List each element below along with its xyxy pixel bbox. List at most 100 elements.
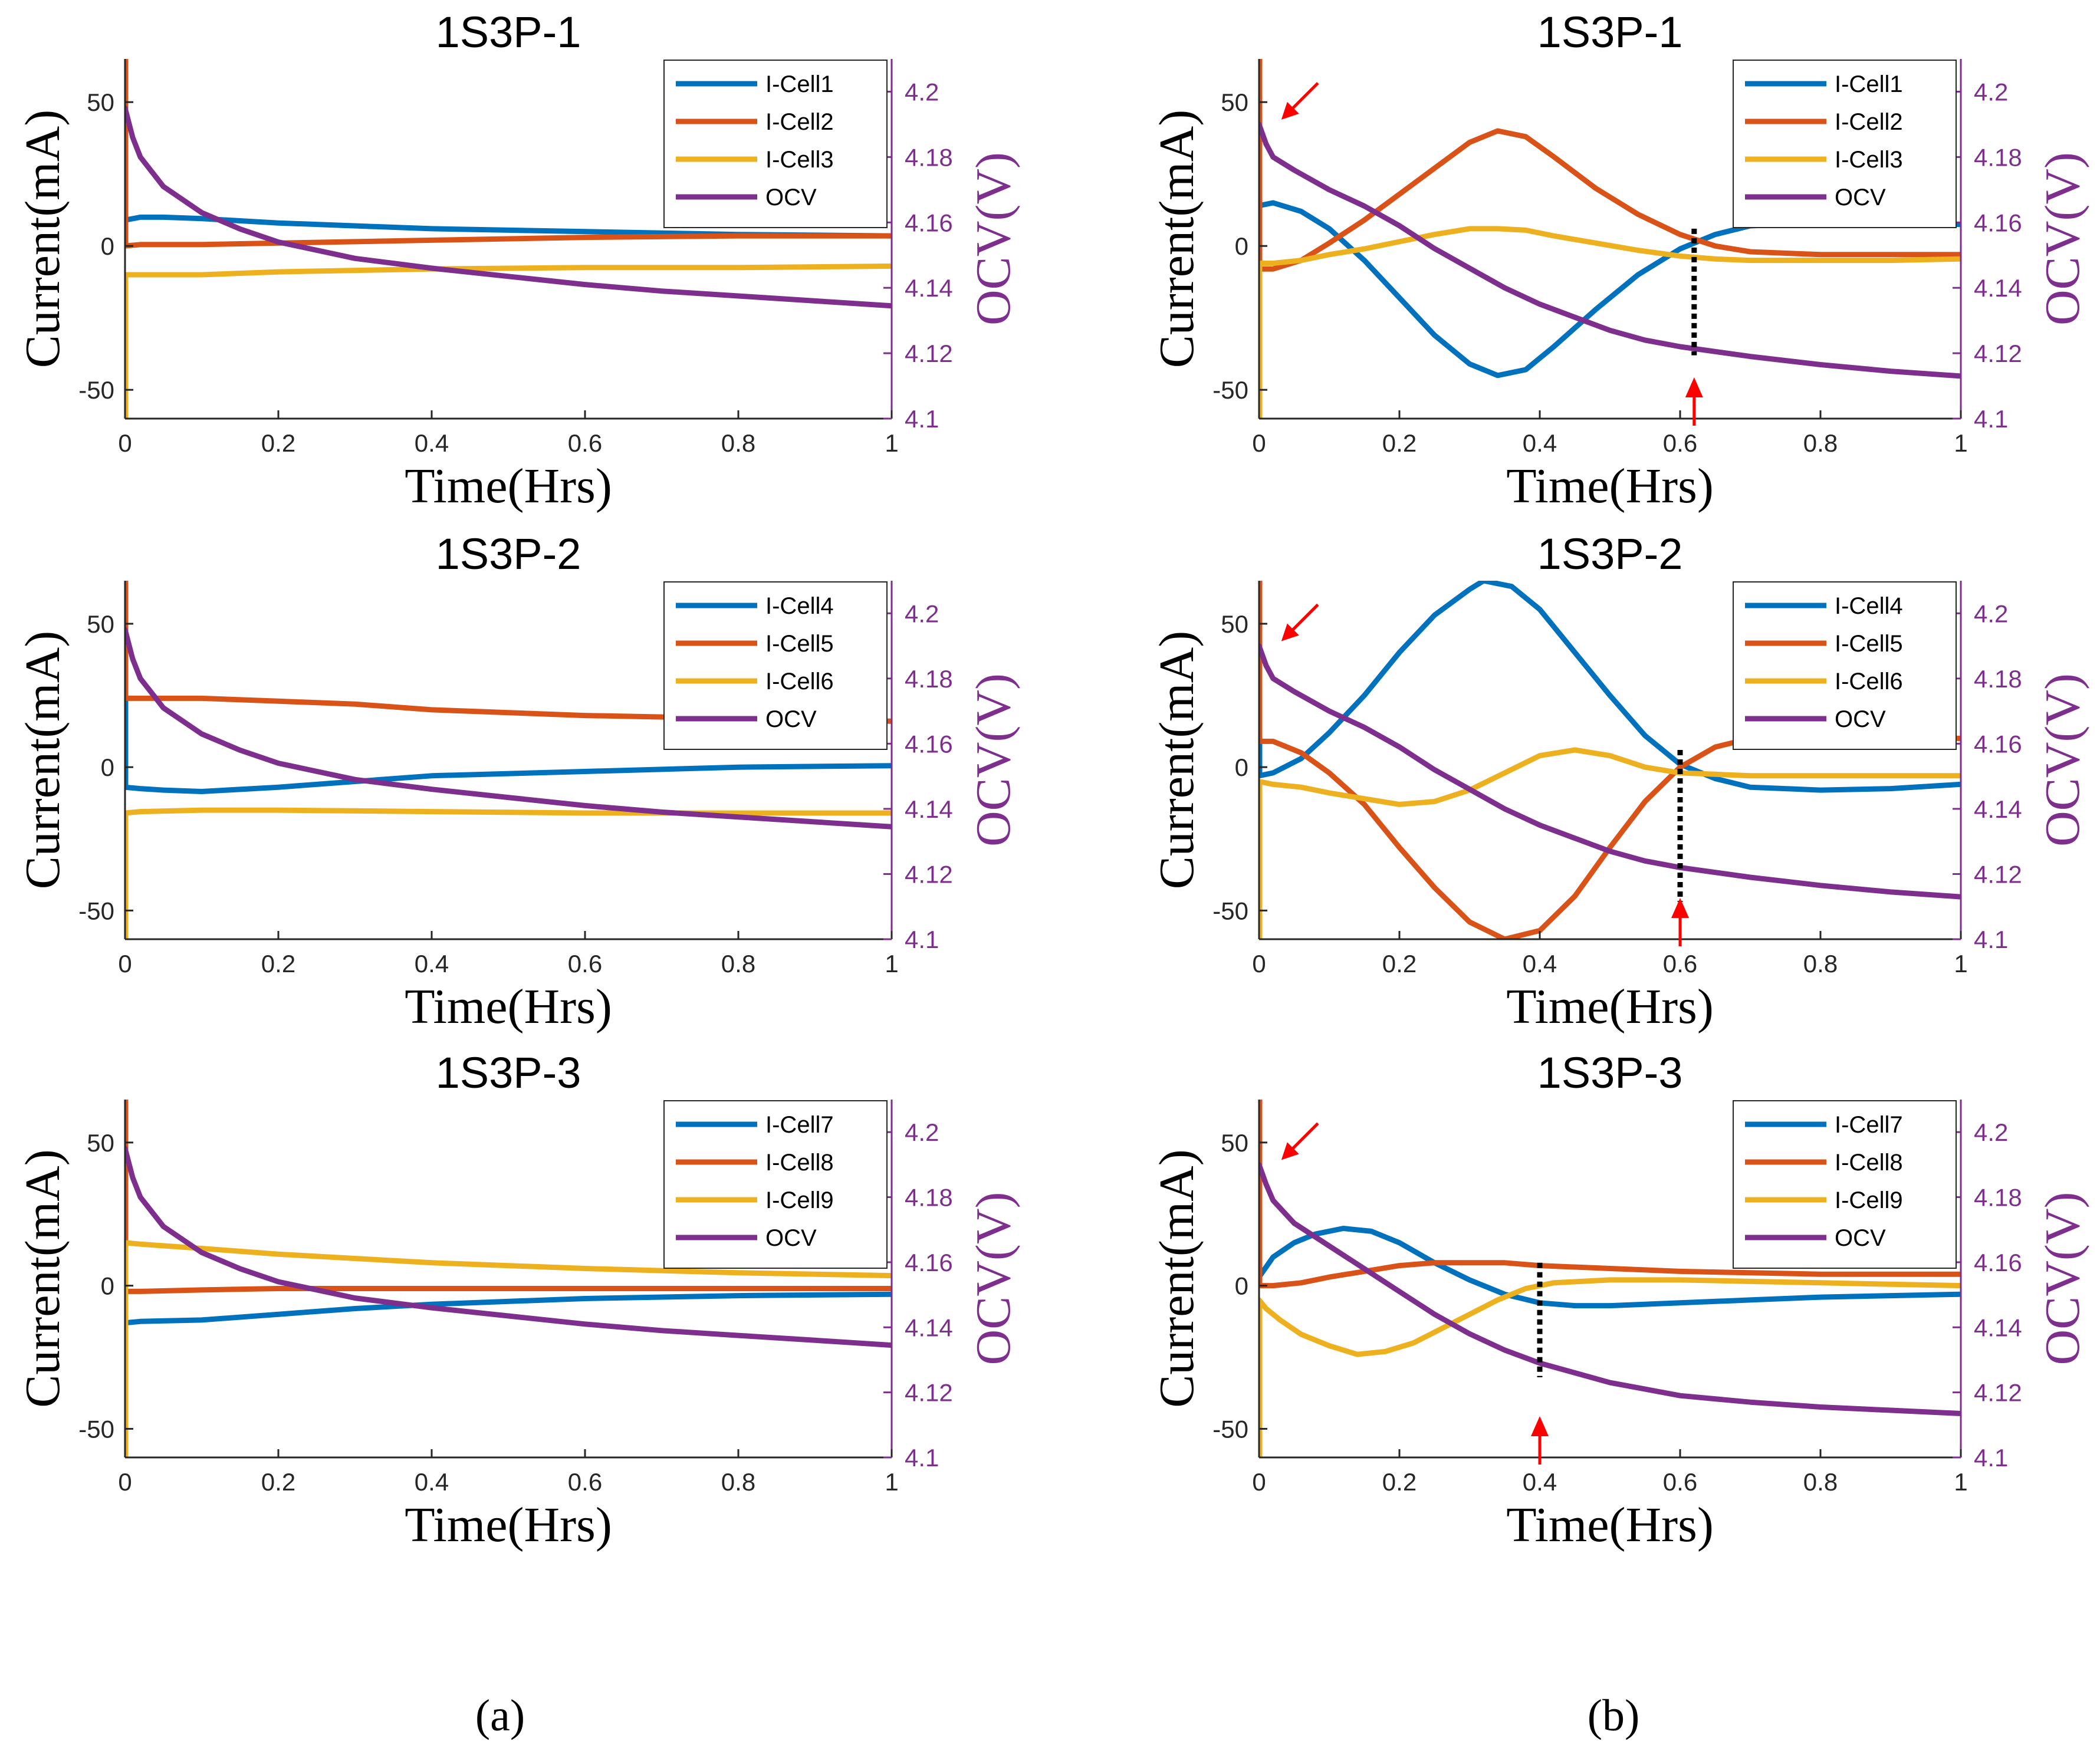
chart-b-1-legend-label-2: I-Cell3	[1835, 147, 1903, 173]
chart-a-3: 0 0.2 0.4 0.6 0.8 1-500504.14.124.144.164.184…	[15, 1048, 1021, 1552]
chart-a-1-xtick-label-0: 0	[118, 429, 132, 457]
chart-a-2: 0 0.2 0.4 0.6 0.8 1-500504.14.124.144.164.184…	[15, 529, 1021, 1034]
chart-a-2-xtick-label-4: 0.8	[721, 950, 755, 978]
chart-a-3-y2tick-label-4: 4.18	[905, 1184, 953, 1212]
chart-b-2-series-i-cell4	[1259, 581, 1961, 793]
chart-a-2-ylabel: Current(mA)	[15, 631, 70, 890]
chart-b-1-xtick-label-5: 1	[1954, 429, 1967, 457]
chart-b-1-y2tick-label-2: 4.14	[1974, 274, 2022, 302]
chart-a-1-xtick-label-4: 0.8	[721, 429, 755, 457]
chart-a-1-series-i-cell2	[125, 233, 892, 249]
chart-b-3-legend-label-3: OCV	[1835, 1225, 1886, 1251]
chart-b-1-legend-label-1: I-Cell2	[1835, 109, 1903, 135]
chart-b-1-legend	[1733, 60, 1957, 228]
chart-b-2-legend	[1733, 581, 1957, 750]
chart-b-3-xtick-label-3: 0.6	[1663, 1468, 1697, 1496]
chart-b-2-ytick-label-0: -50	[1212, 897, 1248, 924]
chart-b-2-y2tick-label-2: 4.14	[1974, 795, 2022, 823]
chart-b-1-xtick-label-4: 0.8	[1803, 429, 1838, 457]
chart-b-1-series-i-cell3	[1259, 226, 1961, 266]
chart-a-3-legend	[663, 1100, 888, 1269]
chart-a-3-series-i-cell7	[125, 1291, 892, 1326]
chart-a-3-xtick-label-5: 1	[885, 1468, 898, 1496]
chart-b-3-legend-label-2: I-Cell9	[1835, 1187, 1903, 1213]
chart-b-1-ytick-label-2: 50	[1221, 88, 1248, 116]
chart-b-2-series-i-cell6	[1259, 747, 1961, 807]
chart-b-2-ytick-label-1: 0	[1235, 753, 1248, 781]
chart-b-3-ytick-label-1: 0	[1235, 1272, 1248, 1300]
chart-b-1-ytick-label-1: 0	[1235, 232, 1248, 260]
chart-a-1-legend-label-0: I-Cell1	[765, 71, 834, 97]
chart-b-2-xtick-label-2: 0.4	[1523, 950, 1557, 978]
chart-a-1: 0 0.2 0.4 0.6 0.8 1-500504.14.124.144.164.184…	[15, 8, 1021, 514]
chart-b-2-xtick-label-4: 0.8	[1803, 950, 1838, 978]
chart-b-2-xtick-label-3: 0.6	[1663, 950, 1697, 978]
chart-a-1-legend-label-3: OCV	[765, 185, 817, 210]
chart-b-1-xlabel: Time(Hrs)	[1506, 459, 1714, 514]
chart-a-2-xlabel: Time(Hrs)	[405, 979, 612, 1034]
chart-b-1: 0 0.2 0.4 0.6 0.8 1-500504.14.124.144.164.184…	[1149, 8, 2090, 514]
chart-b-3-y2tick-label-0: 4.1	[1974, 1444, 2008, 1472]
chart-b-3-ytick-label-2: 50	[1221, 1129, 1248, 1157]
chart-b-3-xtick-label-5: 1	[1954, 1468, 1967, 1496]
chart-a-1-legend	[663, 60, 888, 228]
chart-b-1-xtick-label-0: 0	[1252, 429, 1266, 457]
chart-a-3-legend-label-2: I-Cell9	[765, 1187, 834, 1213]
chart-b-2: 0 0.2 0.4 0.6 0.8 1-500504.14.124.144.164.184…	[1149, 529, 2090, 1034]
chart-b-3-legend	[1733, 1100, 1957, 1269]
chart-a-2-ytick-label-2: 50	[87, 610, 114, 638]
chart-b-1-xtick-label-2: 0.4	[1523, 429, 1557, 457]
chart-a-1-xtick-label-5: 1	[885, 429, 898, 457]
chart-a-3-y2tick-label-1: 4.12	[905, 1379, 953, 1407]
chart-a-1-y2tick-label-1: 4.12	[905, 340, 953, 367]
chart-b-2-arrow-head-0	[1281, 623, 1299, 641]
chart-b-3-arrow-head-0	[1281, 1142, 1299, 1160]
caption-b: (b)	[1588, 1691, 1640, 1740]
chart-b-2-series-ocv	[1259, 643, 1961, 900]
chart-b-2-series-group	[1259, 581, 1961, 939]
chart-a-1-y2tick-label-3: 4.16	[905, 209, 953, 236]
chart-a-2-legend-label-2: I-Cell6	[765, 669, 834, 695]
chart-a-1-series-i-cell1	[125, 214, 892, 239]
chart-b-3-ylabel: Current(mA)	[1149, 1149, 1204, 1408]
chart-b-1-y2label: OCV(V)	[2035, 152, 2090, 325]
chart-a-2-xtick-label-3: 0.6	[568, 950, 602, 978]
chart-a-2-y2tick-label-3: 4.16	[905, 730, 953, 758]
chart-b-3-xtick-label-4: 0.8	[1803, 1468, 1838, 1496]
chart-b-3-ytick-label-0: -50	[1212, 1415, 1248, 1443]
chart-b-1-arrow-head-1	[1685, 377, 1703, 397]
chart-b-3-legend-label-0: I-Cell7	[1835, 1112, 1903, 1138]
chart-a-3-series-i-cell9	[125, 1240, 892, 1279]
chart-b-3-xtick-label-0: 0	[1252, 1468, 1266, 1496]
chart-a-1-xtick-label-1: 0.2	[261, 429, 295, 457]
chart-b-1-title: 1S3P-1	[1537, 8, 1683, 57]
chart-b-3-y2tick-label-2: 4.14	[1974, 1314, 2022, 1341]
chart-a-2-y2tick-label-2: 4.14	[905, 795, 953, 823]
chart-b-3-xlabel: Time(Hrs)	[1506, 1498, 1714, 1552]
chart-a-3-ylabel: Current(mA)	[15, 1149, 70, 1408]
chart-a-1-y2label: OCV(V)	[966, 152, 1021, 325]
chart-a-2-y2tick-label-1: 4.12	[905, 860, 953, 888]
chart-b-3: 0 0.2 0.4 0.6 0.8 1-500504.14.124.144.164.184…	[1149, 1048, 2090, 1552]
chart-a-3-y2tick-label-2: 4.14	[905, 1314, 953, 1341]
chart-b-1-series-i-cell2	[1259, 128, 1961, 272]
chart-a-1-title: 1S3P-1	[436, 8, 581, 57]
chart-b-3-title: 1S3P-3	[1537, 1048, 1683, 1097]
chart-a-3-ytick-label-0: -50	[78, 1415, 114, 1443]
chart-a-2-y2tick-label-5: 4.2	[905, 600, 939, 627]
chart-a-3-ytick-label-2: 50	[87, 1129, 114, 1157]
chart-a-1-xlabel: Time(Hrs)	[405, 459, 612, 514]
chart-a-2-series-i-cell6	[125, 807, 892, 816]
chart-b-2-xtick-label-5: 1	[1954, 950, 1967, 978]
chart-b-2-ytick-label-2: 50	[1221, 610, 1248, 638]
caption-a: (a)	[475, 1691, 525, 1740]
chart-a-3-xtick-label-1: 0.2	[261, 1468, 295, 1496]
chart-a-3-y2tick-label-5: 4.2	[905, 1118, 939, 1146]
chart-a-3-title: 1S3P-3	[436, 1048, 581, 1097]
chart-a-3-y2label: OCV(V)	[966, 1192, 1021, 1365]
chart-b-3-legend-label-1: I-Cell8	[1835, 1150, 1903, 1176]
chart-b-3-xtick-label-2: 0.4	[1523, 1468, 1557, 1496]
chart-b-2-legend-label-1: I-Cell5	[1835, 631, 1903, 657]
chart-b-1-legend-label-0: I-Cell1	[1835, 71, 1903, 97]
